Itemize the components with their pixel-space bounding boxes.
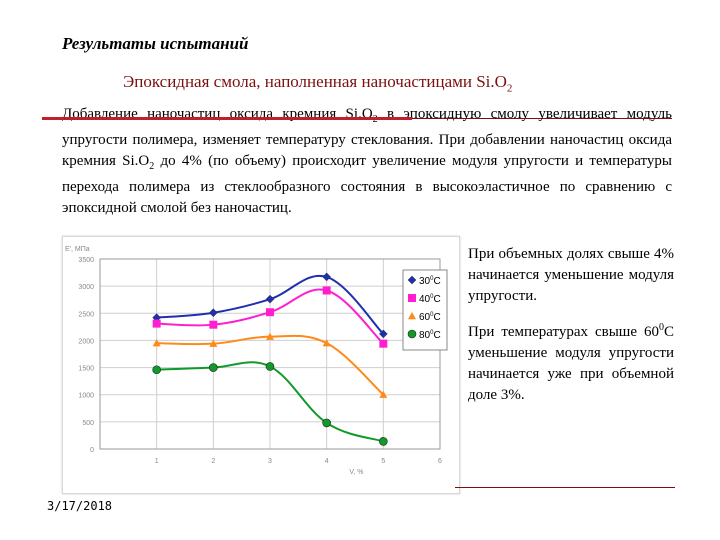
data-point-80 — [379, 437, 388, 446]
legend-marker-80 — [407, 329, 417, 339]
intro-paragraph: Добавление наночастиц оксида кремния Si.… — [62, 104, 672, 219]
series-line-30 — [156, 274, 385, 335]
right-para-2-sup: 0 — [658, 322, 664, 333]
data-point-40 — [322, 286, 331, 295]
data-point-40 — [266, 308, 274, 317]
legend-label-60: 600C — [419, 312, 441, 323]
data-point-60 — [152, 339, 161, 347]
data-point-60 — [209, 339, 218, 347]
data-point-60 — [266, 332, 274, 340]
modulus-chart: 0 500 1000 1500 2000 2500 3000 3500 1 2 3 4 5 6 E', МП… — [65, 246, 448, 476]
plot-area-border — [99, 258, 441, 450]
page-title: Результаты испытаний — [62, 34, 249, 53]
intro-sub-2: 2 — [149, 161, 155, 172]
subtitle-subscript: 2 — [506, 82, 513, 95]
y-tick-label: 3500 — [78, 257, 94, 264]
data-point-40 — [209, 320, 218, 329]
right-para-2-a: При температурах свыше 60 — [468, 324, 659, 340]
data-point-80 — [322, 418, 331, 428]
x-tick-label: 5 — [381, 458, 385, 465]
x-tick-label: 3 — [268, 458, 272, 465]
data-point-40 — [152, 319, 161, 328]
right-para-1: При объемных долях свыше 4% начинается у… — [468, 246, 674, 304]
data-point-80 — [265, 362, 275, 371]
data-point-40 — [379, 339, 388, 348]
y-tick-label: 2000 — [78, 338, 94, 345]
y-tick-label: 500 — [82, 420, 94, 427]
y-axis-label: E', МПа — [65, 246, 90, 253]
intro-part-3: до 4% (по объему) происходит увеличение … — [62, 153, 672, 216]
legend-label-30: 300C — [419, 276, 441, 287]
y-tick-label: 0 — [90, 447, 94, 454]
legend-label-40: 400C — [419, 294, 441, 305]
y-tick-label: 1500 — [78, 366, 94, 373]
red-underline-rule — [42, 117, 412, 120]
data-point-30 — [208, 308, 218, 318]
x-axis-label: V, % — [349, 469, 363, 476]
slide-subtitle: Эпоксидная смола, наполненная наночастиц… — [123, 72, 512, 94]
y-tick-label: 2500 — [78, 311, 94, 318]
data-point-60 — [379, 390, 388, 398]
right-para-2: При температурах свыше 600С уменьшение м… — [468, 317, 674, 406]
legend-marker-40 — [408, 294, 416, 302]
thin-header-rule — [412, 118, 672, 119]
data-point-80 — [209, 363, 218, 372]
x-tick-label: 2 — [211, 458, 215, 465]
right-text-block: При объемных долях свыше 4% начинается у… — [468, 244, 674, 416]
data-point-80 — [152, 365, 161, 375]
data-point-30 — [322, 272, 332, 282]
data-point-30 — [265, 294, 275, 304]
y-tick-label: 3000 — [78, 284, 94, 291]
subtitle-text: Эпоксидная смола, наполненная наночастиц… — [123, 72, 507, 91]
bottom-rule — [455, 487, 675, 488]
y-tick-label: 1000 — [78, 393, 94, 400]
legend-label-80: 800C — [419, 330, 441, 341]
x-tick-label: 4 — [325, 458, 329, 465]
right-para-2-b: С уменьшение модуля упругости начинается… — [468, 324, 674, 403]
x-tick-label: 1 — [155, 458, 159, 465]
footer-date: 3/17/2018 — [47, 499, 113, 513]
data-point-30 — [378, 329, 388, 339]
data-point-60 — [322, 339, 331, 347]
x-tick-label: 6 — [438, 458, 442, 465]
chart-frame: 0 500 1000 1500 2000 2500 3000 3500 1 2 3 4 5 6 E', МП… — [62, 236, 460, 494]
legend-marker-60 — [408, 312, 416, 320]
legend-marker-30 — [407, 275, 417, 285]
